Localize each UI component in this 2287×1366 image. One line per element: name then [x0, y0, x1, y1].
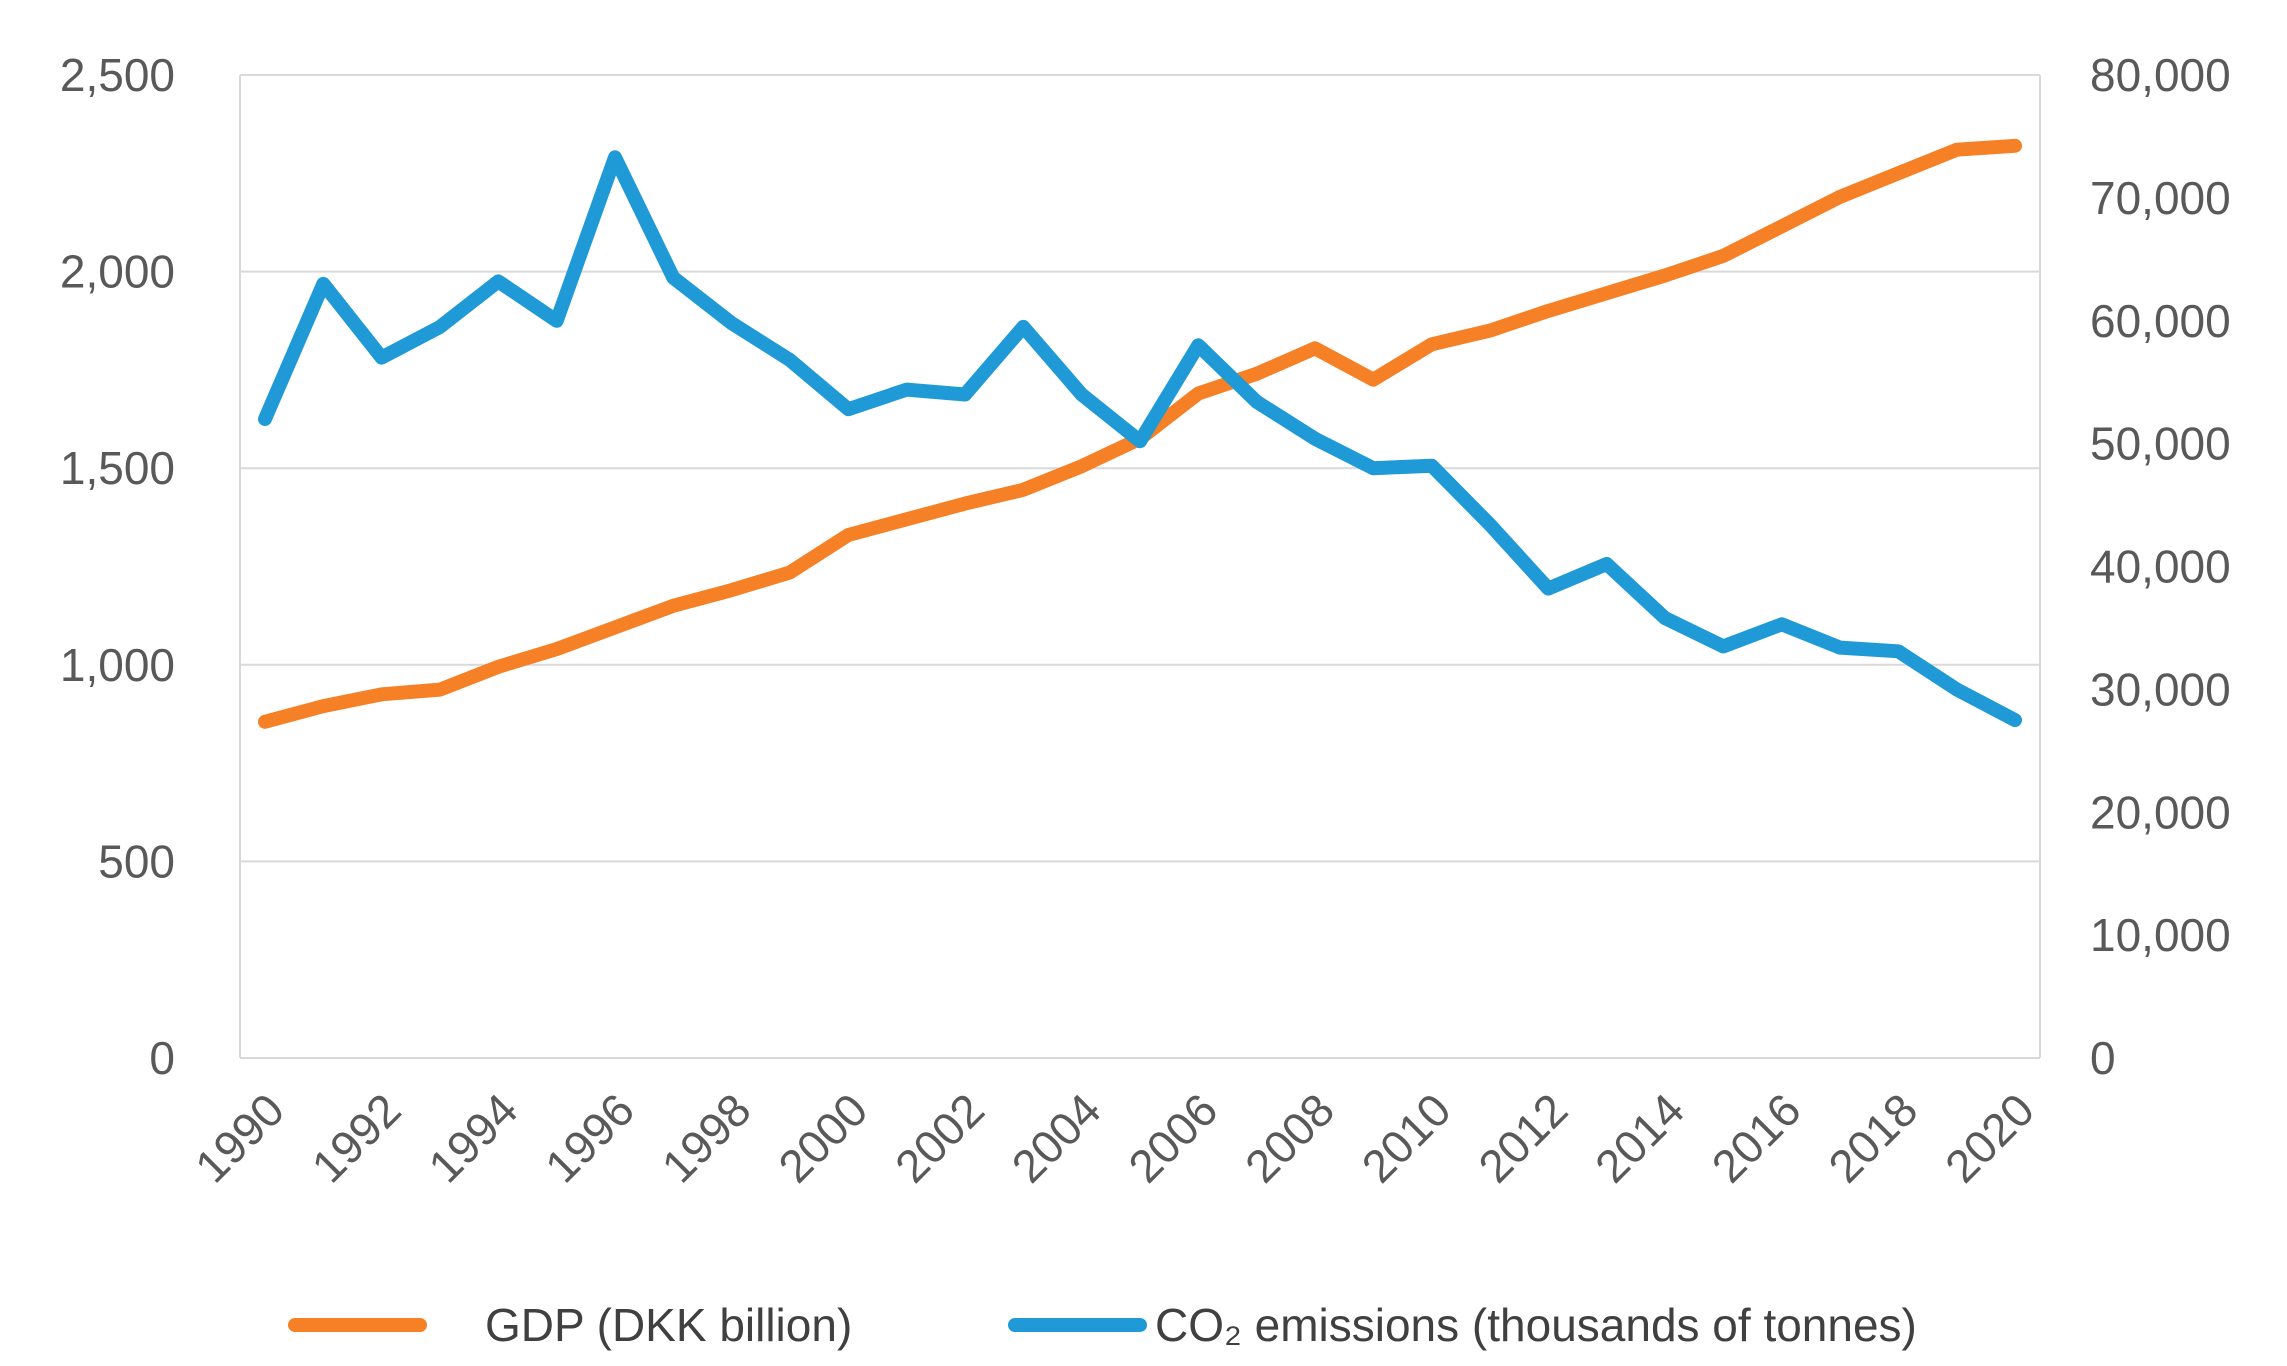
left-axis-tick-label: 2,000 [60, 246, 175, 298]
x-axis-tick-label: 2010 [1352, 1083, 1461, 1192]
right-axis-tick-label: 60,000 [2090, 295, 2231, 347]
x-axis-tick-label: 2004 [1002, 1083, 1111, 1192]
legend-label: GDP (DKK billion) [485, 1299, 852, 1351]
gridlines [240, 74, 2040, 863]
x-axis-tick-label: 1996 [535, 1083, 644, 1192]
x-axis-tick-label: 1994 [418, 1083, 527, 1192]
x-axis-tick-label: 2002 [885, 1083, 994, 1192]
axes [239, 75, 2041, 1059]
left-axis-tick-label: 1,000 [60, 639, 175, 691]
x-axis-tick-label: 2016 [1702, 1083, 1811, 1192]
right-axis-tick-label: 50,000 [2090, 418, 2231, 470]
left-axis-tick-label: 500 [98, 835, 175, 887]
x-axis-tick-label: 2018 [1818, 1083, 1927, 1192]
left-axis-tick-label: 0 [149, 1032, 175, 1084]
x-axis-tick-label: 1992 [302, 1083, 411, 1192]
right-axis-tick-label: 70,000 [2090, 172, 2231, 224]
x-axis-tick-label: 1998 [652, 1083, 761, 1192]
x-axis-tick-label: 2020 [1935, 1083, 2044, 1192]
x-axis-tick-label: 2012 [1468, 1083, 1577, 1192]
right-axis-tick-label: 0 [2090, 1032, 2116, 1084]
right-axis-tick-label: 40,000 [2090, 541, 2231, 593]
series [258, 138, 2022, 729]
x-axis-tick-label: 2006 [1118, 1083, 1227, 1192]
left-axis-tick-label: 1,500 [60, 442, 175, 494]
right-axis-ticks: 0 10,000 20,000 30,000 40,000 50,000 60,000 70,… [2090, 49, 2231, 1084]
legend-label: CO₂ emissions (thousands of tonnes) [1155, 1299, 1917, 1351]
left-axis-tick-label: 2,500 [60, 49, 175, 101]
x-axis-tick-label: 1990 [185, 1083, 294, 1192]
legend: GDP (DKK billion) CO₂ emissions (thousand… [288, 1299, 1917, 1351]
x-axis-tick-label: 2000 [768, 1083, 877, 1192]
series-line-co2 [258, 150, 2022, 728]
right-axis-tick-label: 10,000 [2090, 909, 2231, 961]
x-axis-ticks: 1990 1992 1994 1996 1998 2000 2002 2004 2006 2008… [185, 1083, 2044, 1192]
right-axis-tick-label: 30,000 [2090, 663, 2231, 715]
right-axis-tick-label: 80,000 [2090, 49, 2231, 101]
left-axis-ticks: 0 500 1,000 1,500 2,000 2,500 [60, 49, 175, 1084]
x-axis-tick-label: 2014 [1585, 1083, 1694, 1192]
right-axis-tick-label: 20,000 [2090, 786, 2231, 838]
x-axis-tick-label: 2008 [1235, 1083, 1344, 1192]
